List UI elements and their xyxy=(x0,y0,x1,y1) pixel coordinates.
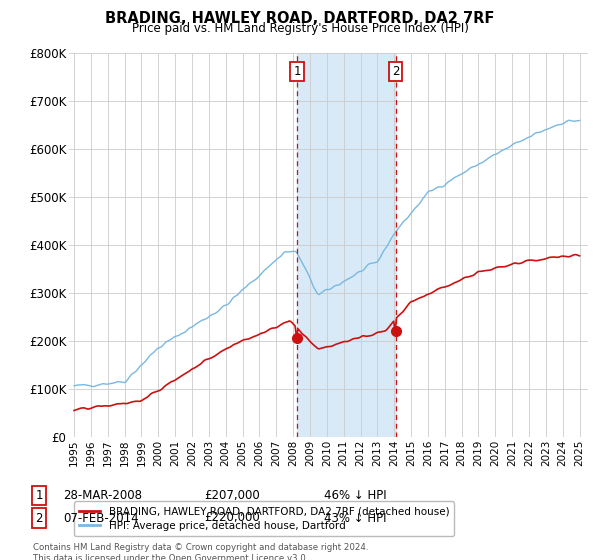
Text: Contains HM Land Registry data © Crown copyright and database right 2024.
This d: Contains HM Land Registry data © Crown c… xyxy=(33,543,368,560)
Bar xyxy=(297,53,395,437)
Text: 2: 2 xyxy=(35,511,43,525)
Text: 07-FEB-2014: 07-FEB-2014 xyxy=(63,511,139,525)
Text: 46% ↓ HPI: 46% ↓ HPI xyxy=(324,489,386,502)
Text: 2: 2 xyxy=(392,65,400,78)
Text: £220,000: £220,000 xyxy=(204,511,260,525)
Text: 1: 1 xyxy=(35,489,43,502)
Text: 1: 1 xyxy=(293,65,301,78)
Text: BRADING, HAWLEY ROAD, DARTFORD, DA2 7RF: BRADING, HAWLEY ROAD, DARTFORD, DA2 7RF xyxy=(106,11,494,26)
Text: £207,000: £207,000 xyxy=(204,489,260,502)
Text: Price paid vs. HM Land Registry's House Price Index (HPI): Price paid vs. HM Land Registry's House … xyxy=(131,22,469,35)
Text: 43% ↓ HPI: 43% ↓ HPI xyxy=(324,511,386,525)
Legend: BRADING, HAWLEY ROAD, DARTFORD, DA2 7RF (detached house), HPI: Average price, de: BRADING, HAWLEY ROAD, DARTFORD, DA2 7RF … xyxy=(74,501,454,536)
Text: 28-MAR-2008: 28-MAR-2008 xyxy=(63,489,142,502)
